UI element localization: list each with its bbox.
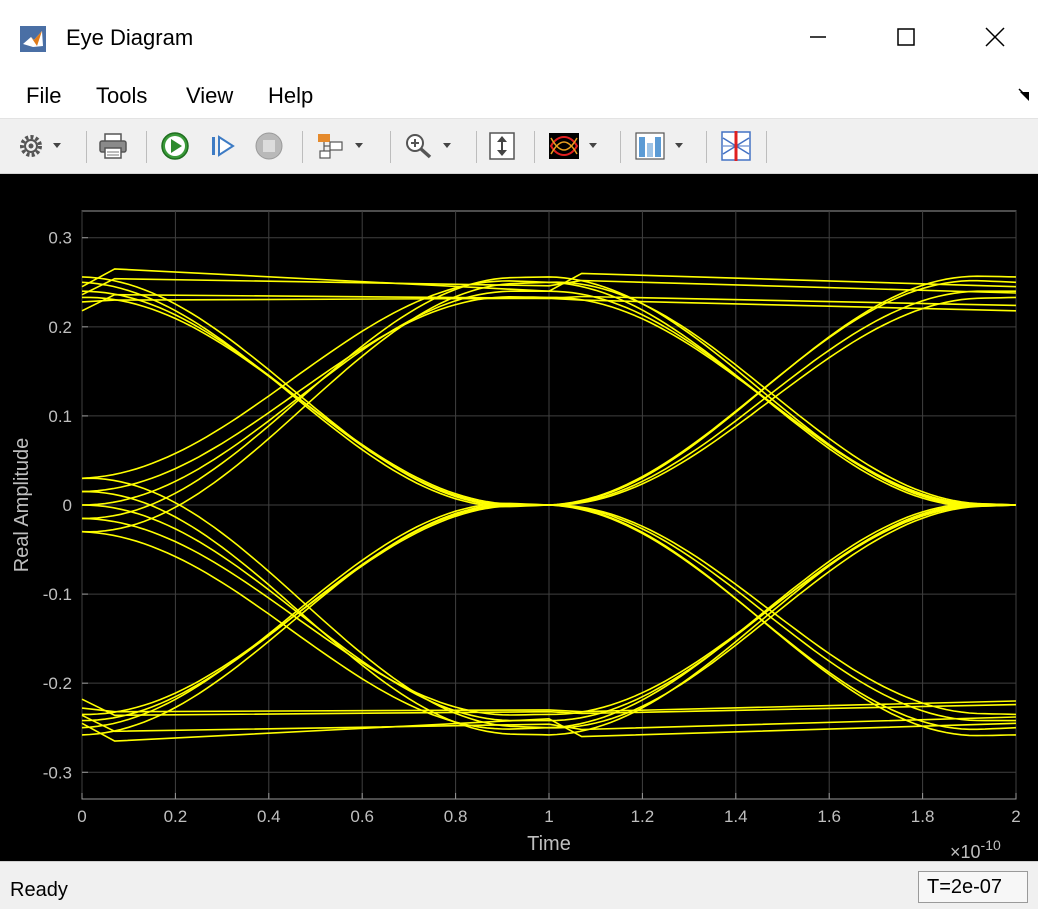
toolbar-separator [476, 131, 477, 163]
block-diagram-button[interactable] [316, 129, 364, 163]
toolbar-separator [620, 131, 621, 163]
scale-axes-icon [489, 132, 515, 160]
toolbar-separator [534, 131, 535, 163]
x-tick-label: 1 [544, 807, 553, 826]
trace-fall-rise [81, 504, 1017, 716]
trace-rise-fall [81, 295, 1017, 506]
x-tick-label: 0.4 [257, 807, 281, 826]
run-icon [161, 132, 189, 160]
chevron-down-icon [355, 143, 363, 148]
x-tick-label: 0.2 [164, 807, 188, 826]
x-exponent-label: ×10-10 [950, 837, 1001, 861]
y-tick-label: -0.2 [43, 674, 72, 693]
toolbar [0, 118, 1038, 174]
x-tick-label: 2 [1011, 807, 1020, 826]
trace-high-rail [81, 297, 1017, 312]
toolbar-separator [302, 131, 303, 163]
close-icon [985, 27, 1005, 47]
run-button[interactable] [160, 129, 190, 163]
trace-rise-fall [81, 280, 1017, 506]
chevron-down-icon [589, 143, 597, 148]
toolbar-separator [766, 131, 767, 163]
gear-icon [20, 135, 42, 157]
zoom-button[interactable] [404, 129, 452, 163]
trace-fall-rise [81, 504, 1016, 722]
minimize-icon [810, 36, 826, 38]
zoom-in-icon [406, 134, 432, 159]
window-title: Eye Diagram [66, 25, 194, 50]
eye-measurement-button[interactable] [548, 129, 598, 163]
chevron-down-icon [675, 143, 683, 148]
menu-help[interactable]: Help [268, 83, 314, 108]
block-diagram-icon [318, 134, 343, 159]
step-forward-icon [212, 135, 235, 157]
eye-diagram-chart[interactable]: 0 0.2 0.4 0.6 0.8 1 1.2 1.4 1.6 1.8 2 0.3 0.2 0.1 0 -0.… [0, 174, 1038, 861]
status-bar: Ready T=2e-07 [0, 861, 1038, 909]
x-exponent-base: ×10 [950, 842, 981, 861]
tick-labels: 0 0.2 0.4 0.6 0.8 1 1.2 1.4 1.6 1.8 2 0.3 0.2 0.1 0 -0.… [43, 229, 1021, 826]
settings-button[interactable] [18, 129, 62, 163]
eye-traces [81, 268, 1017, 742]
step-forward-button[interactable] [208, 129, 238, 163]
stop-icon [255, 132, 283, 160]
y-tick-label: 0.1 [48, 407, 72, 426]
trace-fall-rise [81, 504, 1017, 730]
dock-arrow-icon[interactable] [1018, 88, 1032, 102]
y-tick-label: -0.3 [43, 763, 72, 782]
x-tick-label: 0.6 [350, 807, 374, 826]
menu-view[interactable]: View [186, 83, 234, 108]
y-axis-label: Real Amplitude [11, 438, 33, 573]
cursor-icon [721, 131, 751, 161]
trace-low-high [82, 296, 1017, 716]
menu-file[interactable]: File [26, 83, 62, 108]
y-tick-label: -0.1 [43, 585, 72, 604]
menu-tools[interactable]: Tools [96, 83, 148, 108]
maximize-icon [897, 28, 915, 46]
toolbar-separator [86, 131, 87, 163]
y-tick-label: 0.3 [48, 229, 72, 248]
trace-rise-fall [81, 290, 1016, 506]
print-icon [99, 133, 127, 159]
close-button[interactable] [955, 10, 1035, 64]
trace-low-rail [81, 717, 1017, 742]
menu-bar: File Tools View Help [0, 74, 1038, 118]
stop-button[interactable] [254, 129, 284, 163]
x-tick-label: 1.4 [724, 807, 748, 826]
x-tick-label: 0.8 [444, 807, 468, 826]
chevron-down-icon [53, 143, 61, 148]
eye-measurement-icon [549, 133, 579, 159]
y-tick-label: 0.2 [48, 318, 72, 337]
x-tick-label: 0 [77, 807, 86, 826]
x-tick-label: 1.6 [817, 807, 841, 826]
print-button[interactable] [98, 129, 128, 163]
plot-panel: 0 0.2 0.4 0.6 0.8 1 1.2 1.4 1.6 1.8 2 0.3 0.2 0.1 0 -0.… [0, 174, 1038, 861]
x-tick-label: 1.2 [631, 807, 655, 826]
trace-low-rail [81, 700, 1017, 713]
matlab-logo-icon [20, 26, 46, 52]
histogram-button[interactable] [634, 129, 684, 163]
chevron-down-icon [443, 143, 451, 148]
y-tick-label: 0 [63, 496, 72, 515]
x-axis-label: Time [527, 833, 571, 855]
histogram-icon [635, 132, 665, 160]
title-bar: Eye Diagram [0, 0, 1038, 74]
maximize-button[interactable] [866, 10, 946, 64]
scale-axes-button[interactable] [488, 129, 516, 163]
toolbar-separator [706, 131, 707, 163]
cursor-measurement-button[interactable] [720, 129, 752, 163]
status-text: Ready [10, 879, 68, 901]
x-tick-label: 1.8 [911, 807, 935, 826]
toolbar-separator [146, 131, 147, 163]
x-exponent-power: -10 [981, 837, 1001, 853]
toolbar-separator [390, 131, 391, 163]
minimize-button[interactable] [778, 10, 858, 64]
simulation-time: T=2e-07 [918, 871, 1028, 903]
